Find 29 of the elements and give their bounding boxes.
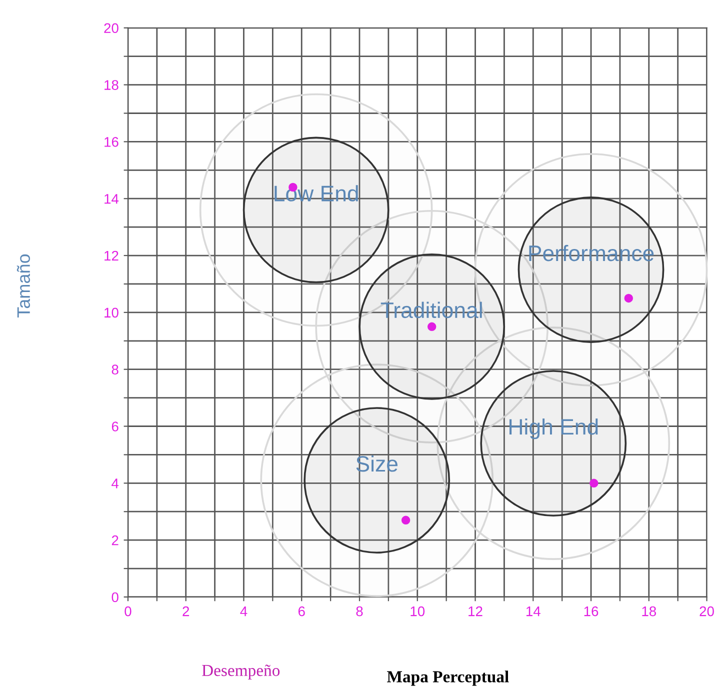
x-tick-label: 4 [240,606,248,616]
y-tick-label: 20 [104,23,118,34]
y-tick-label: 16 [104,137,118,147]
y-axis-title: Tamaño [16,254,30,318]
x-tick-label: 2 [182,606,190,616]
y-tick-label: 6 [112,422,118,432]
y-tick-label: 10 [104,308,118,318]
y-tick-label: 2 [112,535,118,546]
y-tick-label: 8 [112,364,118,375]
x-tick-label: 14 [526,606,540,616]
x-tick-label: 12 [468,606,482,616]
x-tick-label: 6 [298,606,305,616]
y-tick-label: 12 [104,250,118,261]
x-tick-label: 20 [700,606,714,616]
x-tick-label: 0 [124,606,132,616]
x-tick-label: 8 [356,606,363,616]
point [401,516,410,525]
y-tick-label: 14 [104,194,119,204]
x-tick-label: 10 [410,606,425,616]
x-tick-label: 16 [584,606,598,616]
point [624,294,634,303]
text: Mapa Perceptual [387,670,509,686]
point [427,322,436,332]
x-tick-label: 18 [642,606,656,616]
y-tick-label: 4 [112,478,119,488]
x-axis-title: Desempeño [202,664,280,680]
point [590,478,598,488]
y-tick-label: 18 [104,80,118,90]
y-tick-label: 0 [112,592,118,602]
